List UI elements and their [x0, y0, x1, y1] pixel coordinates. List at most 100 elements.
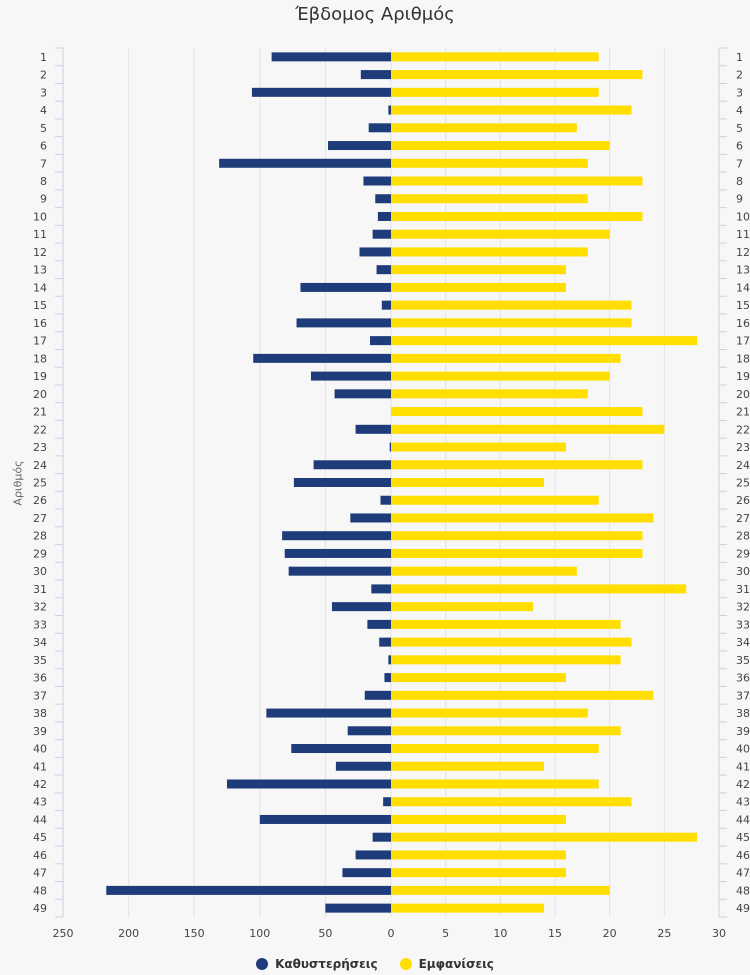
bar-appearances	[391, 708, 588, 718]
legend-dot-appearances	[399, 958, 412, 970]
category-label-right: 16	[736, 317, 750, 330]
bar-appearances	[391, 158, 588, 168]
category-label-left: 4	[40, 104, 47, 117]
bar-delays	[372, 229, 391, 239]
bar-delays	[388, 105, 391, 115]
bar-delays	[291, 744, 391, 754]
legend-label-delays: Καθυστερήσεις	[275, 957, 378, 971]
bar-appearances	[391, 495, 599, 505]
category-label-left: 5	[40, 122, 47, 135]
bar-delays	[284, 548, 391, 558]
bar-appearances	[391, 282, 566, 292]
category-label-right: 25	[736, 477, 750, 490]
category-label-right: 43	[736, 796, 750, 809]
bar-appearances	[391, 726, 621, 736]
x-tick-label-appearances: 20	[603, 927, 617, 940]
category-label-left: 47	[33, 867, 47, 880]
category-label-right: 26	[736, 494, 750, 507]
bar-delays	[368, 123, 391, 133]
bar-appearances	[391, 814, 566, 824]
bar-appearances	[391, 229, 610, 239]
bar-appearances	[391, 779, 599, 789]
category-label-left: 32	[33, 601, 47, 614]
bar-delays	[331, 602, 391, 612]
x-tick-label-appearances: 25	[657, 927, 671, 940]
bar-delays	[371, 584, 391, 594]
bar-delays	[106, 885, 392, 895]
bar-appearances	[391, 247, 588, 257]
category-label-right: 14	[736, 281, 750, 294]
category-label-right: 36	[736, 672, 750, 685]
category-label-left: 11	[33, 228, 47, 241]
category-label-right: 28	[736, 530, 750, 543]
category-label-right: 30	[736, 565, 750, 578]
category-label-right: 18	[736, 352, 750, 365]
category-label-left: 44	[33, 813, 47, 826]
category-label-left: 38	[33, 707, 47, 720]
category-label-right: 4	[736, 104, 743, 117]
category-label-left: 37	[33, 689, 47, 702]
bar-appearances	[391, 300, 632, 310]
bar-delays	[376, 265, 391, 275]
bar-appearances	[391, 602, 534, 612]
category-label-right: 37	[736, 689, 750, 702]
category-label-left: 40	[33, 743, 47, 756]
category-label-left: 34	[33, 636, 47, 649]
category-label-right: 11	[736, 228, 750, 241]
legend-item-appearances[interactable]: Εμφανίσεις	[399, 957, 494, 971]
category-label-left: 18	[33, 352, 47, 365]
category-label-left: 17	[33, 335, 47, 348]
bar-delays	[384, 673, 391, 683]
category-label-left: 9	[40, 193, 47, 206]
bar-delays	[227, 779, 391, 789]
category-label-right: 27	[736, 512, 750, 525]
bar-delays	[347, 726, 391, 736]
category-label-right: 44	[736, 813, 750, 826]
bar-delays	[325, 903, 391, 913]
bar-appearances	[391, 548, 643, 558]
bar-appearances	[391, 442, 566, 452]
bar-delays	[251, 87, 391, 97]
bar-appearances	[391, 87, 599, 97]
category-label-left: 7	[40, 157, 47, 170]
bar-appearances	[391, 619, 621, 629]
bar-delays	[383, 797, 391, 807]
bar-delays	[350, 513, 391, 523]
bar-delays	[253, 353, 391, 363]
category-label-right: 10	[736, 210, 750, 223]
bar-appearances	[391, 797, 632, 807]
x-tick-label-delays: 200	[118, 927, 139, 940]
x-tick-label-appearances: 5	[442, 927, 449, 940]
x-tick-label-delays: 150	[184, 927, 205, 940]
category-label-right: 40	[736, 743, 750, 756]
x-tick-label-delays: 0	[388, 927, 395, 940]
bar-delays	[328, 141, 391, 151]
category-label-left: 33	[33, 618, 47, 631]
category-label-right: 5	[736, 122, 743, 135]
bar-appearances	[391, 584, 687, 594]
bar-appearances	[391, 513, 654, 523]
category-label-left: 48	[33, 884, 47, 897]
bar-delays	[388, 655, 391, 665]
bar-appearances	[391, 336, 698, 346]
x-tick-label-appearances: 10	[493, 927, 507, 940]
category-label-left: 41	[33, 760, 47, 773]
category-label-left: 8	[40, 175, 47, 188]
category-label-left: 36	[33, 672, 47, 685]
category-label-right: 17	[736, 335, 750, 348]
category-label-left: 19	[33, 370, 47, 383]
category-label-right: 1	[736, 51, 743, 64]
bar-appearances	[391, 655, 621, 665]
bar-delays	[296, 318, 391, 328]
bar-appearances	[391, 211, 643, 221]
x-tick-label-appearances: 30	[712, 927, 726, 940]
legend-item-delays[interactable]: Καθυστερήσεις	[256, 957, 378, 971]
category-label-right: 33	[736, 618, 750, 631]
category-label-left: 39	[33, 725, 47, 738]
category-label-left: 46	[33, 849, 47, 862]
bar-delays	[377, 211, 391, 221]
bar-appearances	[391, 353, 621, 363]
legend-dot-delays	[256, 958, 269, 970]
bar-delays	[363, 176, 391, 186]
